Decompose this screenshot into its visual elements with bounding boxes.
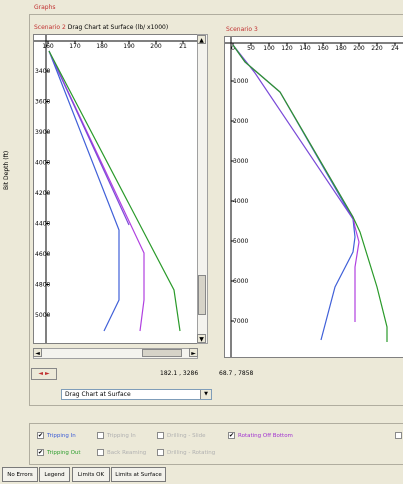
legend-checkbox[interactable]: Tripping In xyxy=(97,432,136,439)
right-x-tick-label: 120 xyxy=(281,45,293,52)
right-x-tick-label: 180 xyxy=(335,45,347,52)
left-y-tick-label: 4400 xyxy=(35,221,50,228)
legend-checkbox-label: Tripping In xyxy=(47,432,76,439)
legend-checkbox[interactable]: ✔ Tripping In xyxy=(37,432,76,439)
right-series-violet xyxy=(232,44,354,220)
legend-checkbox[interactable]: Back Reaming xyxy=(97,449,146,456)
left-vscroll-thumb[interactable] xyxy=(198,275,206,315)
right-y-tick-label: 3000 xyxy=(233,158,248,165)
left-y-tick-label: 3600 xyxy=(35,99,50,106)
legend-checkbox-label: Drilling - Rotating xyxy=(167,449,216,456)
left-x-tick-label: 160 xyxy=(42,43,54,50)
left-y-tick-label: 3900 xyxy=(35,129,50,136)
chart-type-value: Drag Chart at Surface xyxy=(65,391,131,398)
right-chart-title: Scenario 3 xyxy=(226,26,258,33)
checkbox-box[interactable] xyxy=(157,449,164,456)
chevron-down-icon[interactable]: ▼ xyxy=(200,390,211,399)
legend-checkbox-label: Tripping Out xyxy=(47,449,81,456)
right-y-tick-label: 4000 xyxy=(233,198,248,205)
right-y-tick-label: 1000 xyxy=(233,78,248,85)
checkbox-box[interactable] xyxy=(395,432,402,439)
checkbox-box[interactable] xyxy=(97,432,104,439)
navigate-arrows-button[interactable]: ◄ ► xyxy=(31,368,57,380)
legend-checkbox-label: Tripping In xyxy=(107,432,136,439)
left-series-violet xyxy=(48,50,130,226)
checkbox-box[interactable]: ✔ xyxy=(228,432,235,439)
right-x-tick-label: 50 xyxy=(247,45,255,52)
left-series-magenta xyxy=(48,50,145,332)
y-axis-label: Bit Depth (ft) xyxy=(3,150,10,190)
left-chart-heading: Drag Chart at Surface (lb/ x1000) xyxy=(67,24,169,31)
right-series-magenta xyxy=(232,44,360,322)
right-y-tick-label: 7000 xyxy=(233,318,248,325)
left-y-tick-label: 4000 xyxy=(35,160,50,167)
left-chart[interactable]: 160 170 180 190 200 21 3400 3600 3900 4000 4200 440… xyxy=(33,34,198,344)
left-hscroll-thumb[interactable] xyxy=(142,349,182,357)
left-series-blue xyxy=(48,50,120,332)
right-x-tick-label: 220 xyxy=(371,45,383,52)
legend-checkbox[interactable]: ✔ Tripping Out xyxy=(37,449,81,456)
left-coordinate-readout: 182.1 , 3286 xyxy=(160,370,199,377)
scroll-down-icon[interactable]: ▼ xyxy=(197,334,206,343)
left-y-tick-label: 4600 xyxy=(35,251,50,258)
legend-checkbox[interactable]: ✔ Rotating Off Bottom xyxy=(228,432,293,439)
legend-checkbox-label: Drilling - Slide xyxy=(167,432,206,439)
legend-checkbox[interactable]: Drilling - Slide xyxy=(157,432,206,439)
right-chart[interactable]: 0 50 100 120 140 160 180 200 220 24 1000 2000 3000 40… xyxy=(224,36,403,358)
right-y-tick-label: 2000 xyxy=(233,118,248,125)
graphs-group-title: Graphs xyxy=(34,4,56,11)
legend-checkbox[interactable]: S xyxy=(395,432,403,439)
left-y-tick-label: 5000 xyxy=(35,312,50,319)
legend-checkbox-label: Rotating Off Bottom xyxy=(238,432,293,439)
scroll-up-icon[interactable]: ▲ xyxy=(197,35,206,44)
legend-frame xyxy=(29,423,403,465)
left-series-green xyxy=(48,50,181,332)
right-y-tick-label: 5000 xyxy=(233,238,248,245)
limits-at-surface-button[interactable]: Limits at Surface xyxy=(111,467,166,482)
right-x-tick-label: 200 xyxy=(353,45,365,52)
right-x-tick-label: 140 xyxy=(299,45,311,52)
scroll-right-icon[interactable]: ► xyxy=(189,348,198,357)
left-x-tick-label: 170 xyxy=(69,43,81,50)
left-y-tick-label: 5200 xyxy=(35,343,50,344)
left-x-tick-label: 180 xyxy=(96,43,108,50)
checkbox-box[interactable] xyxy=(157,432,164,439)
legend-checkbox[interactable]: Drilling - Rotating xyxy=(157,449,215,456)
right-series-blue xyxy=(232,44,356,341)
left-y-tick-label: 3400 xyxy=(35,68,50,75)
left-y-tick-label: 4800 xyxy=(35,282,50,289)
chart-type-select[interactable]: Drag Chart at Surface ▼ xyxy=(61,389,212,400)
limits-ok-button[interactable]: Limits OK xyxy=(72,467,110,482)
no-errors-button[interactable]: No Errors xyxy=(2,467,38,482)
left-x-tick-label: 21 xyxy=(179,43,187,50)
legend-checkbox-label: Back Reaming xyxy=(107,449,147,456)
left-chart-svg: 160 170 180 190 200 21 3400 3600 3900 4000 4200 440… xyxy=(34,35,197,343)
right-y-tick-label: 6000 xyxy=(233,278,248,285)
left-x-tick-label: 200 xyxy=(150,43,162,50)
scroll-left-icon[interactable]: ◄ xyxy=(33,348,42,357)
right-series-green xyxy=(232,44,388,342)
left-horizontal-scrollbar[interactable]: ◄ ► xyxy=(33,348,198,359)
right-x-tick-label: 0 xyxy=(231,45,235,52)
left-scenario-label: Scenario 2 xyxy=(34,24,66,31)
checkbox-box[interactable]: ✔ xyxy=(37,449,44,456)
right-coordinate-readout: 68.7 , 7858 xyxy=(219,370,254,377)
right-x-tick-label: 160 xyxy=(317,45,329,52)
left-y-tick-label: 4200 xyxy=(35,190,50,197)
right-x-tick-label: 100 xyxy=(263,45,275,52)
right-x-tick-label: 24 xyxy=(391,45,399,52)
right-chart-svg: 0 50 100 120 140 160 180 200 220 24 1000 2000 3000 40… xyxy=(225,37,403,357)
left-x-tick-label: 190 xyxy=(123,43,135,50)
checkbox-box[interactable]: ✔ xyxy=(37,432,44,439)
left-chart-title: Scenario 2 Drag Chart at Surface (lb/ x1… xyxy=(34,24,168,31)
legend-button[interactable]: Legend xyxy=(39,467,70,482)
left-vertical-scrollbar[interactable]: ▲ ▼ xyxy=(197,34,208,344)
checkbox-box[interactable] xyxy=(97,449,104,456)
